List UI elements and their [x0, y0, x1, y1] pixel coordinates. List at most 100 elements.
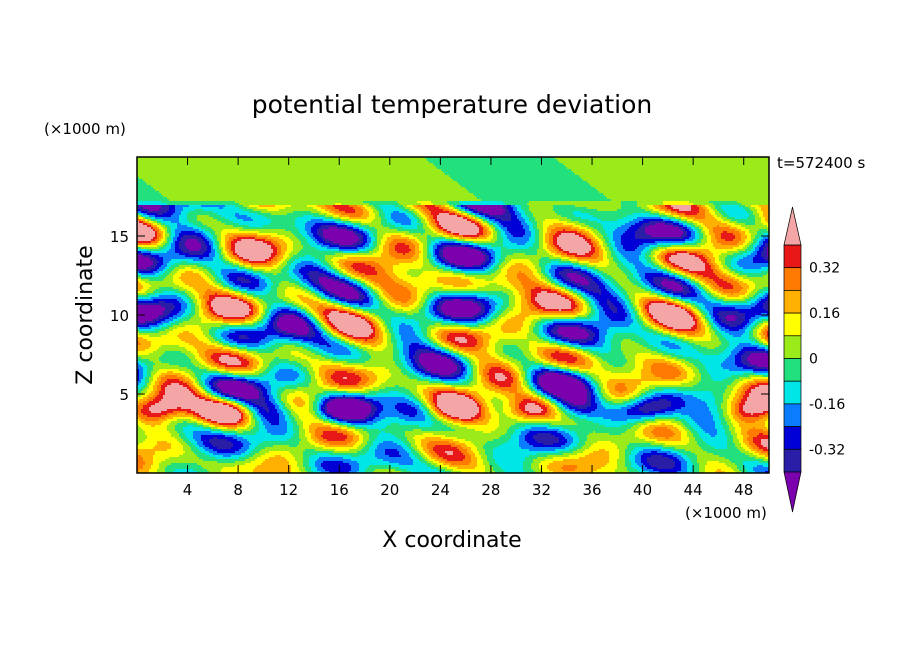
- field-cell: [745, 315, 756, 318]
- field-cell: [285, 291, 306, 294]
- field-cell: [437, 305, 442, 308]
- field-cell: [337, 329, 340, 332]
- field-cell: [181, 303, 188, 306]
- field-cell: [631, 299, 636, 302]
- field-cell: [417, 215, 422, 218]
- field-cell: [177, 239, 182, 242]
- field-cell: [463, 217, 468, 220]
- field-cell: [445, 265, 452, 268]
- field-cell: [153, 221, 158, 224]
- field-cell: [585, 301, 588, 304]
- field-cell: [165, 237, 168, 240]
- field-cell: [755, 305, 764, 308]
- field-cell: [671, 255, 696, 258]
- field-cell: [497, 233, 502, 236]
- field-cell: [295, 225, 306, 228]
- field-cell: [511, 217, 518, 220]
- field-cell: [501, 219, 512, 222]
- field-cell: [653, 205, 660, 208]
- field-cell: [389, 249, 396, 252]
- field-cell: [423, 333, 428, 336]
- field-cell: [477, 209, 506, 212]
- field-cell: [533, 271, 538, 274]
- field-cell: [729, 227, 738, 230]
- field-cell: [303, 281, 310, 284]
- field-cell: [227, 253, 232, 256]
- field-cell: [529, 315, 578, 318]
- field-cell: [301, 313, 306, 316]
- field-cell: [505, 259, 512, 262]
- field-cell: [511, 219, 520, 222]
- field-cell: [225, 255, 230, 258]
- field-cell: [419, 253, 424, 256]
- field-cell: [197, 235, 204, 238]
- field-cell: [667, 279, 676, 282]
- field-cell: [639, 309, 642, 312]
- field-cell: [577, 297, 580, 300]
- field-cell: [187, 289, 196, 292]
- field-cell: [413, 285, 454, 288]
- field-cell: [691, 227, 696, 230]
- field-cell: [555, 281, 560, 284]
- field-cell: [189, 301, 194, 304]
- field-cell: [725, 297, 744, 300]
- field-cell: [385, 305, 392, 308]
- field-cell: [369, 213, 376, 216]
- field-cell: [299, 229, 306, 232]
- field-cell: [471, 237, 478, 240]
- field-cell: [715, 257, 720, 260]
- field-cell: [425, 315, 434, 318]
- field-cell: [689, 237, 696, 240]
- field-cell: [389, 251, 398, 254]
- field-cell: [657, 267, 662, 270]
- field-cell: [211, 327, 226, 330]
- field-cell: [651, 259, 656, 262]
- field-cell: [423, 259, 430, 262]
- field-cell: [427, 159, 558, 162]
- field-cell: [587, 297, 592, 300]
- field-cell: [637, 313, 640, 316]
- field-cell: [165, 267, 170, 270]
- field-cell: [637, 321, 644, 324]
- field-cell: [305, 309, 310, 312]
- field-cell: [297, 309, 302, 312]
- field-cell: [713, 285, 720, 288]
- field-cell: [543, 243, 548, 246]
- field-cell: [641, 207, 650, 210]
- field-cell: [197, 301, 202, 304]
- field-cell: [285, 295, 298, 298]
- field-cell: [169, 209, 176, 212]
- field-cell: [673, 225, 680, 228]
- field-cell: [717, 291, 724, 294]
- field-cell: [253, 319, 258, 322]
- field-cell: [453, 233, 460, 236]
- field-cell: [379, 291, 384, 294]
- field-cell: [341, 203, 370, 206]
- field-cell: [497, 227, 502, 230]
- field-cell: [653, 329, 660, 332]
- field-cell: [613, 233, 624, 236]
- field-cell: [233, 263, 240, 266]
- field-cell: [679, 223, 684, 226]
- field-cell: [339, 295, 360, 298]
- field-cell: [189, 319, 202, 322]
- field-cell: [531, 301, 538, 304]
- field-cell: [171, 259, 194, 262]
- field-cell: [311, 237, 316, 240]
- field-cell: [291, 231, 300, 234]
- field-cell: [247, 303, 252, 306]
- field-cell: [175, 273, 182, 276]
- field-cell: [417, 297, 422, 300]
- field-cell: [479, 325, 492, 328]
- field-cell: [731, 219, 756, 222]
- field-cell: [557, 247, 562, 250]
- field-cell: [435, 263, 442, 266]
- field-cell: [527, 241, 536, 244]
- field-cell: [325, 317, 330, 320]
- field-cell: [353, 287, 358, 290]
- field-cell: [333, 333, 338, 336]
- field-cell: [705, 233, 710, 236]
- field-cell: [387, 325, 392, 328]
- field-cell: [173, 303, 182, 306]
- field-cell: [337, 227, 348, 230]
